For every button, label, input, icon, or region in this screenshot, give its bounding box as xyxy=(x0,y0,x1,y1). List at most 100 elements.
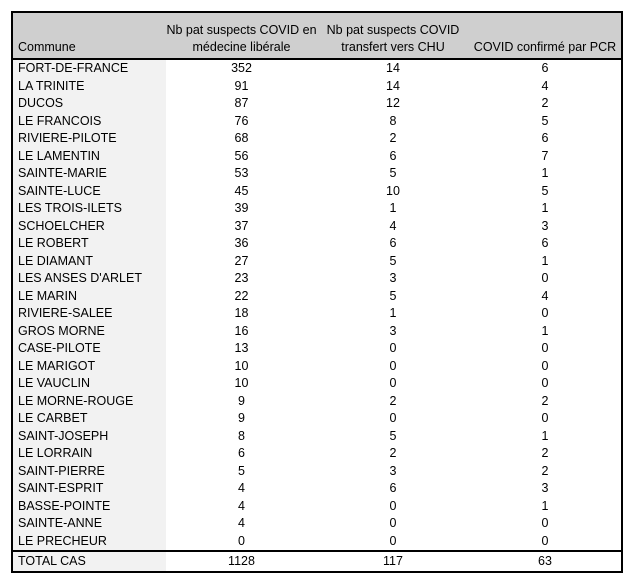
cell-commune: LES TROIS-ILETS xyxy=(13,200,166,218)
total-liberale: 1128 xyxy=(228,554,255,568)
cell-suspects-chu: 6 xyxy=(389,236,397,250)
header-commune: Commune xyxy=(18,40,76,54)
cell-commune: BASSE-POINTE xyxy=(13,497,166,515)
cell-confirmed-pcr: 2 xyxy=(541,393,549,408)
cell-suspects-liberale: 91 xyxy=(234,78,249,93)
cell-suspects-liberale: 13 xyxy=(234,341,249,355)
header-suspects-chu: Nb pat suspects COVID transfert vers CHU xyxy=(326,23,460,54)
cell-suspects-chu: 0 xyxy=(389,376,397,390)
cell-commune: FORT-DE-FRANCE xyxy=(13,60,166,78)
cell-commune: SAINT-JOSEPH xyxy=(13,427,166,445)
cell-commune: SAINTE-ANNE xyxy=(13,515,166,533)
cell-commune: LE FRANCOIS xyxy=(13,112,166,130)
cell-confirmed-pcr: 1 xyxy=(541,201,549,215)
cell-commune: SAINT-PIERRE xyxy=(13,462,166,480)
table-header: Commune Nb pat suspects COVID en médecin… xyxy=(13,13,621,60)
table-row: LE VAUCLIN 10 0 0 xyxy=(13,375,621,393)
cell-confirmed-pcr: 0 xyxy=(541,341,549,355)
table-row: GROS MORNE 16 3 1 xyxy=(13,322,621,340)
cell-suspects-chu: 5 xyxy=(389,166,397,180)
cell-confirmed-pcr: 1 xyxy=(541,166,549,180)
cell-commune: CASE-PILOTE xyxy=(13,340,166,358)
cell-suspects-chu: 5 xyxy=(389,288,397,303)
cell-confirmed-pcr: 3 xyxy=(541,481,549,495)
cell-confirmed-pcr: 0 xyxy=(541,271,549,285)
table-row: LE CARBET 9 0 0 xyxy=(13,410,621,428)
cell-commune: LE ROBERT xyxy=(13,235,166,253)
cell-confirmed-pcr: 2 xyxy=(541,446,549,460)
cell-suspects-chu: 0 xyxy=(389,341,397,355)
cell-suspects-liberale: 39 xyxy=(234,201,249,215)
covid-commune-table: Commune Nb pat suspects COVID en médecin… xyxy=(11,11,623,573)
cell-confirmed-pcr: 4 xyxy=(541,78,549,93)
table-row: SAINTE-LUCE 45 10 5 xyxy=(13,182,621,200)
cell-commune: SAINTE-MARIE xyxy=(13,165,166,183)
cell-commune: LE MARIGOT xyxy=(13,357,166,375)
cell-suspects-chu: 5 xyxy=(389,253,397,268)
cell-confirmed-pcr: 5 xyxy=(541,183,549,198)
cell-suspects-liberale: 4 xyxy=(238,498,245,513)
table-row: FORT-DE-FRANCE 352 14 6 xyxy=(13,60,621,78)
table-row: SAINTE-ANNE 4 0 0 xyxy=(13,515,621,533)
cell-commune: DUCOS xyxy=(13,95,166,113)
cell-suspects-chu: 12 xyxy=(386,96,400,110)
table-row: LE MARIN 22 5 4 xyxy=(13,287,621,305)
cell-suspects-chu: 2 xyxy=(389,393,397,408)
cell-commune: RIVIERE-PILOTE xyxy=(13,130,166,148)
cell-confirmed-pcr: 4 xyxy=(541,288,549,303)
cell-confirmed-pcr: 6 xyxy=(541,131,549,145)
cell-suspects-chu: 3 xyxy=(389,271,397,285)
cell-suspects-liberale: 10 xyxy=(234,358,249,373)
cell-suspects-chu: 2 xyxy=(389,446,397,460)
table-row: SAINT-ESPRIT 4 6 3 xyxy=(13,480,621,498)
cell-suspects-liberale: 10 xyxy=(234,376,249,390)
cell-commune: GROS MORNE xyxy=(13,322,166,340)
cell-commune: LE VAUCLIN xyxy=(13,375,166,393)
cell-suspects-chu: 0 xyxy=(389,358,397,373)
cell-suspects-liberale: 22 xyxy=(234,288,249,303)
cell-suspects-liberale: 5 xyxy=(238,463,245,478)
cell-suspects-chu: 0 xyxy=(389,516,397,530)
table-row: SAINTE-MARIE 53 5 1 xyxy=(13,165,621,183)
cell-confirmed-pcr: 1 xyxy=(541,253,549,268)
cell-suspects-chu: 14 xyxy=(386,78,400,93)
cell-confirmed-pcr: 2 xyxy=(541,463,549,478)
cell-suspects-liberale: 4 xyxy=(238,516,245,530)
cell-suspects-chu: 6 xyxy=(389,148,397,163)
cell-commune: LE MORNE-ROUGE xyxy=(13,392,166,410)
cell-confirmed-pcr: 6 xyxy=(541,61,549,75)
table-body: FORT-DE-FRANCE 352 14 6 LA TRINITE 91 14 4 DUCOS… xyxy=(13,60,621,550)
table-row: LES TROIS-ILETS 39 1 1 xyxy=(13,200,621,218)
table-row: SCHOELCHER 37 4 3 xyxy=(13,217,621,235)
cell-suspects-liberale: 53 xyxy=(234,166,249,180)
table-row: LES ANSES D'ARLET 23 3 0 xyxy=(13,270,621,288)
cell-suspects-liberale: 9 xyxy=(238,393,245,408)
cell-suspects-chu: 14 xyxy=(386,61,400,75)
cell-confirmed-pcr: 0 xyxy=(541,358,549,373)
cell-suspects-chu: 1 xyxy=(389,201,397,215)
table-row: LE MORNE-ROUGE 9 2 2 xyxy=(13,392,621,410)
cell-confirmed-pcr: 6 xyxy=(541,236,549,250)
cell-confirmed-pcr: 2 xyxy=(541,96,549,110)
table-row: LE MARIGOT 10 0 0 xyxy=(13,357,621,375)
cell-commune: LE DIAMANT xyxy=(13,252,166,270)
cell-confirmed-pcr: 0 xyxy=(541,411,549,425)
cell-suspects-chu: 4 xyxy=(389,218,397,233)
cell-suspects-chu: 2 xyxy=(389,131,397,145)
cell-confirmed-pcr: 7 xyxy=(541,148,549,163)
cell-suspects-liberale: 37 xyxy=(234,218,249,233)
cell-commune: LE MARIN xyxy=(13,287,166,305)
cell-suspects-chu: 0 xyxy=(389,533,397,548)
total-chu: 117 xyxy=(383,554,403,568)
cell-suspects-chu: 3 xyxy=(389,463,397,478)
cell-confirmed-pcr: 0 xyxy=(541,533,549,548)
table-row: LE LORRAIN 6 2 2 xyxy=(13,445,621,463)
cell-suspects-liberale: 76 xyxy=(234,113,249,128)
table-row: LE FRANCOIS 76 8 5 xyxy=(13,112,621,130)
cell-suspects-liberale: 0 xyxy=(238,533,245,548)
table-row: SAINT-PIERRE 5 3 2 xyxy=(13,462,621,480)
cell-commune: LES ANSES D'ARLET xyxy=(13,270,166,288)
cell-suspects-chu: 3 xyxy=(389,323,397,338)
cell-suspects-chu: 8 xyxy=(389,113,397,128)
cell-suspects-chu: 5 xyxy=(389,428,397,443)
